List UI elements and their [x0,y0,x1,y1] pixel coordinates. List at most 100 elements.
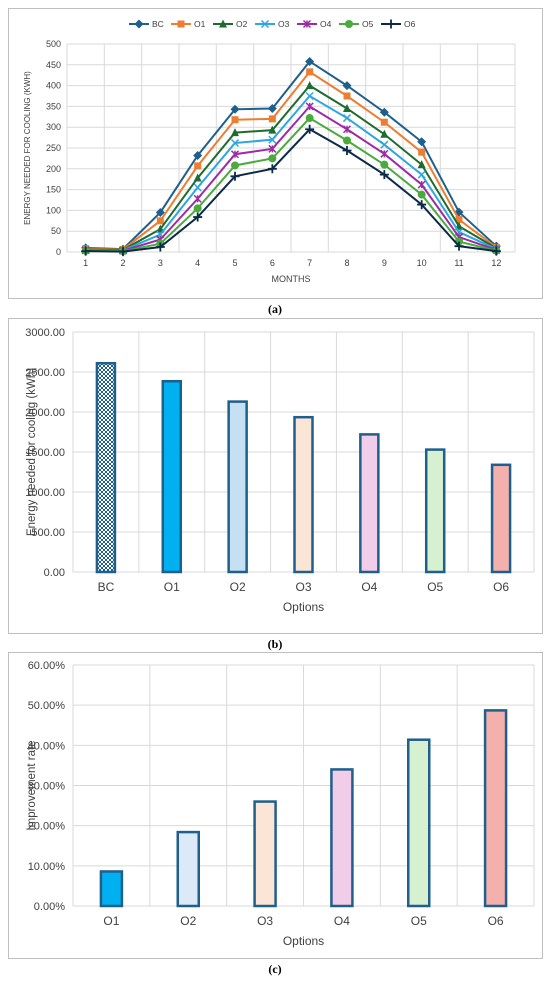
data-point-o1 [268,115,276,123]
y-tick-label: 50.00% [28,700,66,712]
y-tick-label: 400 [46,81,61,91]
improvement-bar-chart: 0.00% 10.00% 20.00% 30.00% 40.00% 50.00% 60.00… [26,660,535,948]
data-point-o5 [231,161,239,170]
x-tick-label: 6 [270,258,275,268]
data-point-o1 [455,216,463,224]
x-tick-label: O4 [334,914,350,928]
data-point-o1 [194,162,202,170]
y-tick-label: 1500.00 [25,447,65,459]
bar-o5 [407,738,431,908]
series-o5 [81,114,501,256]
y-axis-title: ENERGY NEEDED FOR COOLING (KWH) [23,71,32,225]
y-tick-label: 0.00% [34,901,65,913]
y-axis-title: Improvement rate [26,740,38,830]
data-point-o3 [193,183,202,192]
data-point-o6 [491,246,501,256]
legend-marker-o1 [177,20,185,28]
bar-o6 [490,463,512,574]
data-point-o1 [231,116,239,124]
data-point-bc [193,150,203,160]
data-point-o4 [268,144,277,153]
legend-label-o3: O3 [278,19,290,29]
data-point-o6 [118,247,128,257]
x-tick-label: 1 [83,258,88,268]
y-tick-label: 2000.00 [25,407,65,419]
data-point-o3 [342,114,352,123]
bar-o2 [176,830,200,908]
data-point-o2 [380,129,389,138]
y-tick-label: 500.00 [31,527,65,539]
x-axis-title: MONTHS [272,274,311,284]
x-tick-label: O3 [295,580,311,594]
y-tick-label: 150 [46,185,61,195]
bar-bc [95,361,117,574]
data-point-bc [305,56,315,66]
data-point-o6 [267,164,277,174]
x-tick-label: 11 [454,258,463,268]
legend-label-o5: O5 [362,19,374,29]
x-axis-title: Options [283,934,324,948]
series-o2 [81,81,501,254]
data-point-o3 [380,140,389,149]
data-point-o5 [193,204,202,213]
caption-b: (b) [0,637,550,652]
series-line-o3 [85,94,497,252]
caption-c: (c) [0,962,550,977]
x-tick-label: O3 [257,914,273,928]
data-point-bc [230,104,240,114]
legend-label-o6: O6 [404,19,416,29]
legend-label-bc: BC [152,19,164,29]
y-tick-label: 40.00% [28,740,66,752]
bar-chart-energy-panel: 0.00 500.00 1000.00 1500.00 2000.00 2500.00 30… [8,318,543,634]
data-point-o5 [380,160,389,169]
data-point-o6 [155,242,165,252]
bar-o3 [293,415,314,574]
data-point-o4 [417,180,426,189]
y-tick-label: 10.00% [28,861,66,873]
series-line-o4 [85,105,497,252]
x-tick-label: 3 [158,258,163,268]
data-point-o6 [417,200,427,210]
x-axis-title: Options [283,600,324,614]
data-point-o2 [193,173,202,182]
bar-o2 [227,400,248,574]
data-point-o4 [380,149,389,158]
series-line-o2 [85,84,497,251]
legend-marker-o4 [302,19,312,29]
data-point-o3 [417,170,426,179]
data-point-o4 [193,194,202,203]
x-tick-label: O1 [103,914,119,928]
data-point-o2 [231,128,239,137]
y-tick-label: 450 [46,60,61,70]
legend-label-o1: O1 [194,19,206,29]
legend: BC O1 O2 O3 O4 O5 O6 [129,19,416,29]
x-tick-label: O5 [411,914,427,928]
y-tick-label: 60.00% [28,660,66,672]
data-point-bc [267,103,277,113]
y-tick-label: 300 [46,122,61,132]
data-point-o2 [343,103,351,112]
x-tick-label: 9 [382,258,387,268]
x-tick-label: O2 [180,914,196,928]
legend-marker-o5 [345,20,353,28]
data-point-o1 [156,217,164,225]
data-point-o6 [230,171,240,181]
legend-label-o4: O4 [320,19,332,29]
x-tick-label: 12 [491,258,501,268]
y-tick-label: 250 [46,143,61,153]
data-point-o6 [379,170,389,180]
x-tick-label: 10 [417,258,427,268]
x-tick-label: O2 [230,580,246,594]
x-tick-label: O5 [427,580,443,594]
caption-a: (a) [0,302,550,317]
data-point-o1 [418,148,426,156]
x-tick-label: O6 [493,580,509,594]
data-point-o5 [343,136,351,145]
data-point-o6 [81,246,91,256]
data-point-o2 [417,160,426,169]
x-tick-label: 5 [232,258,237,268]
x-tick-label: 7 [307,258,312,268]
data-point-o1 [343,92,351,100]
bar-o4 [330,768,354,908]
